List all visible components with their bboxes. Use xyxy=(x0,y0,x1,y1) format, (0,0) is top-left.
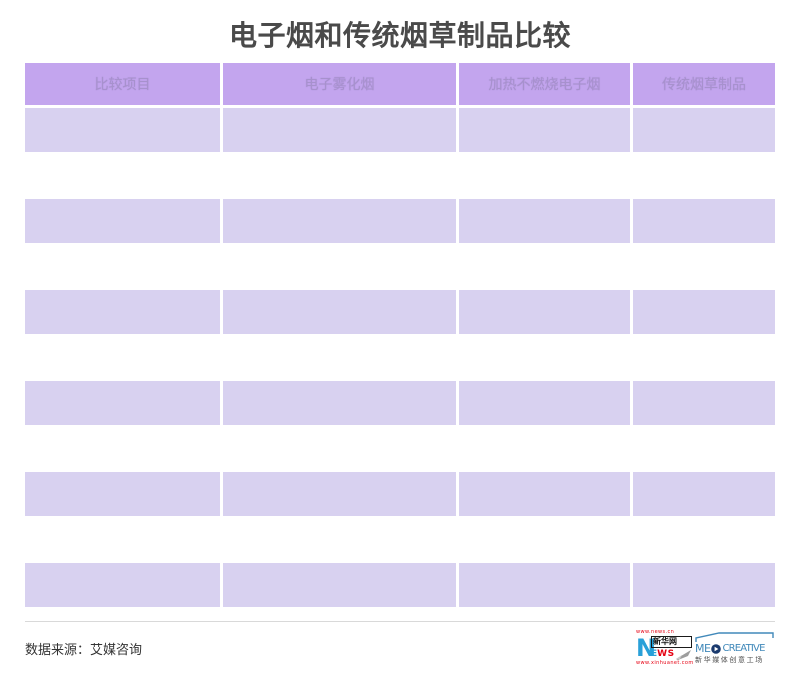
table-cell xyxy=(25,381,220,425)
footer: 数据来源：艾媒咨询 www.news.cn N 新华网 E WS xyxy=(25,622,775,674)
table-row xyxy=(25,108,775,152)
data-source-label: 数据来源：艾媒咨询 xyxy=(25,642,143,658)
table-cell xyxy=(223,290,456,334)
table-cell xyxy=(25,563,220,607)
xinhuanet-n-icon: N xyxy=(636,634,657,662)
medcreative-me: ME xyxy=(695,642,711,655)
table-cell xyxy=(223,472,456,516)
table-cell xyxy=(633,381,775,425)
table-cell xyxy=(459,108,630,152)
page-title: 电子烟和传统烟草制品比较 xyxy=(228,19,571,52)
table-cell xyxy=(633,563,775,607)
footer-divider xyxy=(25,621,775,622)
column-header-vape: 电子雾化烟 xyxy=(223,63,456,105)
table-cell xyxy=(223,381,456,425)
table-cell xyxy=(633,290,775,334)
xinhuanet-url-top: www.news.cn xyxy=(636,629,675,635)
column-header-item: 比较项目 xyxy=(25,63,220,105)
xinhuanet-ews-ws: WS xyxy=(657,649,675,659)
xinhuanet-ews-e: E xyxy=(651,649,658,659)
table-cell xyxy=(25,199,220,243)
table-row xyxy=(25,290,775,334)
table-cell xyxy=(223,108,456,152)
table-cell xyxy=(633,472,775,516)
table-cell xyxy=(25,472,220,516)
table-cell xyxy=(459,199,630,243)
medcreative-subtitle: 新华媒体创意工场 xyxy=(695,656,764,664)
table-row xyxy=(25,563,775,607)
table-cell xyxy=(459,290,630,334)
pen-swoosh-icon xyxy=(675,649,691,660)
table-header-row: 比较项目 电子雾化烟 加热不燃烧电子烟 传统烟草制品 xyxy=(25,63,775,105)
roof-icon xyxy=(695,632,774,642)
table-cell xyxy=(633,108,775,152)
table-cell xyxy=(25,290,220,334)
column-header-traditional: 传统烟草制品 xyxy=(633,63,775,105)
table-body xyxy=(25,108,775,607)
table-cell xyxy=(459,472,630,516)
xinhuanet-url-bottom: www.xinhuanet.com xyxy=(636,660,694,666)
table-cell xyxy=(633,199,775,243)
medcreative-logo: ME CREATIVE 新华媒体创意工场 xyxy=(695,632,775,664)
xinhuanet-wordmark: 新华网 xyxy=(651,636,692,648)
play-button-icon xyxy=(711,643,722,654)
comparison-table: 比较项目 电子雾化烟 加热不燃烧电子烟 传统烟草制品 xyxy=(25,63,775,607)
table-cell xyxy=(459,563,630,607)
table-cell xyxy=(223,199,456,243)
table-cell xyxy=(459,381,630,425)
table-row xyxy=(25,199,775,243)
infographic-page: 电子烟和传统烟草制品比较 比较项目 电子雾化烟 加热不燃烧电子烟 传统烟草制品 … xyxy=(0,17,800,680)
table-row xyxy=(25,381,775,425)
table-row xyxy=(25,472,775,516)
logos: www.news.cn N 新华网 E WS xyxy=(636,630,775,666)
column-header-heat-not-burn: 加热不燃烧电子烟 xyxy=(459,63,630,105)
medcreative-creative: CREATIVE xyxy=(722,642,765,654)
xinhuanet-logo: www.news.cn N 新华网 E WS xyxy=(636,629,694,666)
table-cell xyxy=(223,563,456,607)
table-cell xyxy=(25,108,220,152)
